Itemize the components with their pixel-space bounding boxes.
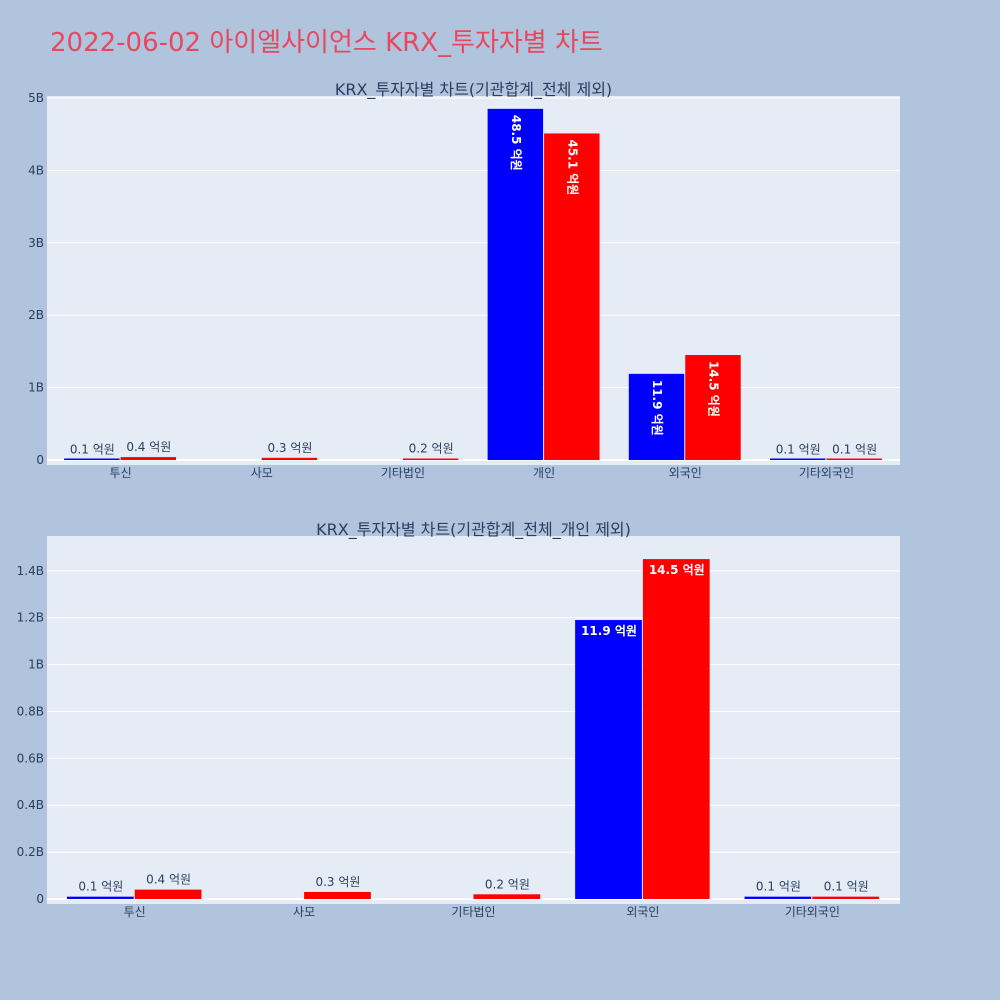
data-label: 0.1 억원: [70, 442, 115, 456]
x-tick-label: 개인: [533, 466, 555, 480]
x-tick-label: 투신: [110, 466, 132, 480]
chart-title-1: KRX_투자자별 차트(기관합계_전체 제외): [335, 80, 612, 100]
data-label: 0.4 억원: [126, 440, 171, 454]
bar: [642, 559, 710, 899]
data-label: 45.1 억원: [565, 139, 579, 195]
y-tick-label: 3B: [28, 236, 44, 250]
bar: [120, 457, 177, 460]
x-tick-label: 기타법인: [451, 905, 495, 919]
data-label: 0.1 억원: [824, 880, 869, 894]
y-tick-label: 0.4B: [17, 798, 44, 812]
x-tick-label: 사모: [293, 905, 315, 919]
data-label: 48.5 억원: [509, 115, 523, 171]
y-tick-label: 2B: [28, 308, 44, 322]
plot-area-1: [47, 96, 900, 465]
page-title: 2022-06-02 아이엘사이언스 KRX_투자자별 차트: [50, 28, 603, 58]
bar: [402, 458, 459, 460]
y-tick-label: 0.2B: [17, 845, 44, 859]
x-tick-label: 기타외국인: [785, 905, 840, 919]
y-tick-label: 1.4B: [17, 564, 44, 578]
data-label: 11.9 억원: [581, 624, 637, 638]
x-tick-label: 기타외국인: [799, 466, 854, 480]
data-label: 0.2 억원: [409, 442, 454, 456]
y-tick-label: 1.2B: [17, 611, 44, 625]
bar: [685, 355, 741, 460]
bar: [628, 373, 685, 460]
data-label: 0.3 억원: [267, 441, 312, 455]
bar: [473, 894, 541, 899]
y-tick-label: 0: [36, 453, 44, 467]
y-tick-label: 0.6B: [17, 751, 44, 765]
bar: [575, 620, 642, 899]
x-tick-label: 사모: [251, 466, 273, 480]
bar: [744, 896, 812, 899]
data-label: 0.1 억원: [776, 442, 821, 456]
data-label: 11.9 억원: [650, 380, 664, 436]
bar: [304, 891, 371, 899]
y-tick-label: 5B: [28, 91, 44, 105]
plot-area-2: [47, 536, 900, 904]
data-label: 0.1 억원: [756, 880, 801, 894]
bar: [66, 896, 134, 899]
data-label: 0.1 억원: [78, 880, 123, 894]
bar: [261, 457, 318, 460]
x-tick-label: 외국인: [626, 905, 659, 919]
bar: [826, 458, 882, 460]
y-tick-label: 1B: [28, 381, 44, 395]
x-tick-label: 투신: [124, 905, 146, 919]
data-label: 0.3 억원: [315, 875, 360, 889]
y-tick-label: 1B: [28, 658, 44, 672]
y-tick-label: 4B: [28, 163, 44, 177]
bar: [487, 108, 544, 461]
data-label: 14.5 억원: [649, 563, 705, 577]
data-label: 0.2 억원: [485, 877, 530, 891]
x-tick-label: 기타법인: [381, 466, 425, 480]
data-label: 0.4 억원: [146, 873, 191, 887]
bar: [64, 458, 120, 460]
y-tick-label: 0: [36, 892, 44, 906]
x-tick-label: 외국인: [669, 466, 702, 480]
bar: [812, 896, 880, 899]
y-tick-label: 0.8B: [17, 704, 44, 718]
bar: [769, 458, 826, 460]
data-label: 14.5 억원: [706, 361, 720, 417]
chart-title-2: KRX_투자자별 차트(기관합계_전체_개인 제외): [316, 520, 631, 540]
data-label: 0.1 억원: [832, 442, 877, 456]
bar: [134, 889, 202, 899]
bar: [544, 133, 600, 460]
